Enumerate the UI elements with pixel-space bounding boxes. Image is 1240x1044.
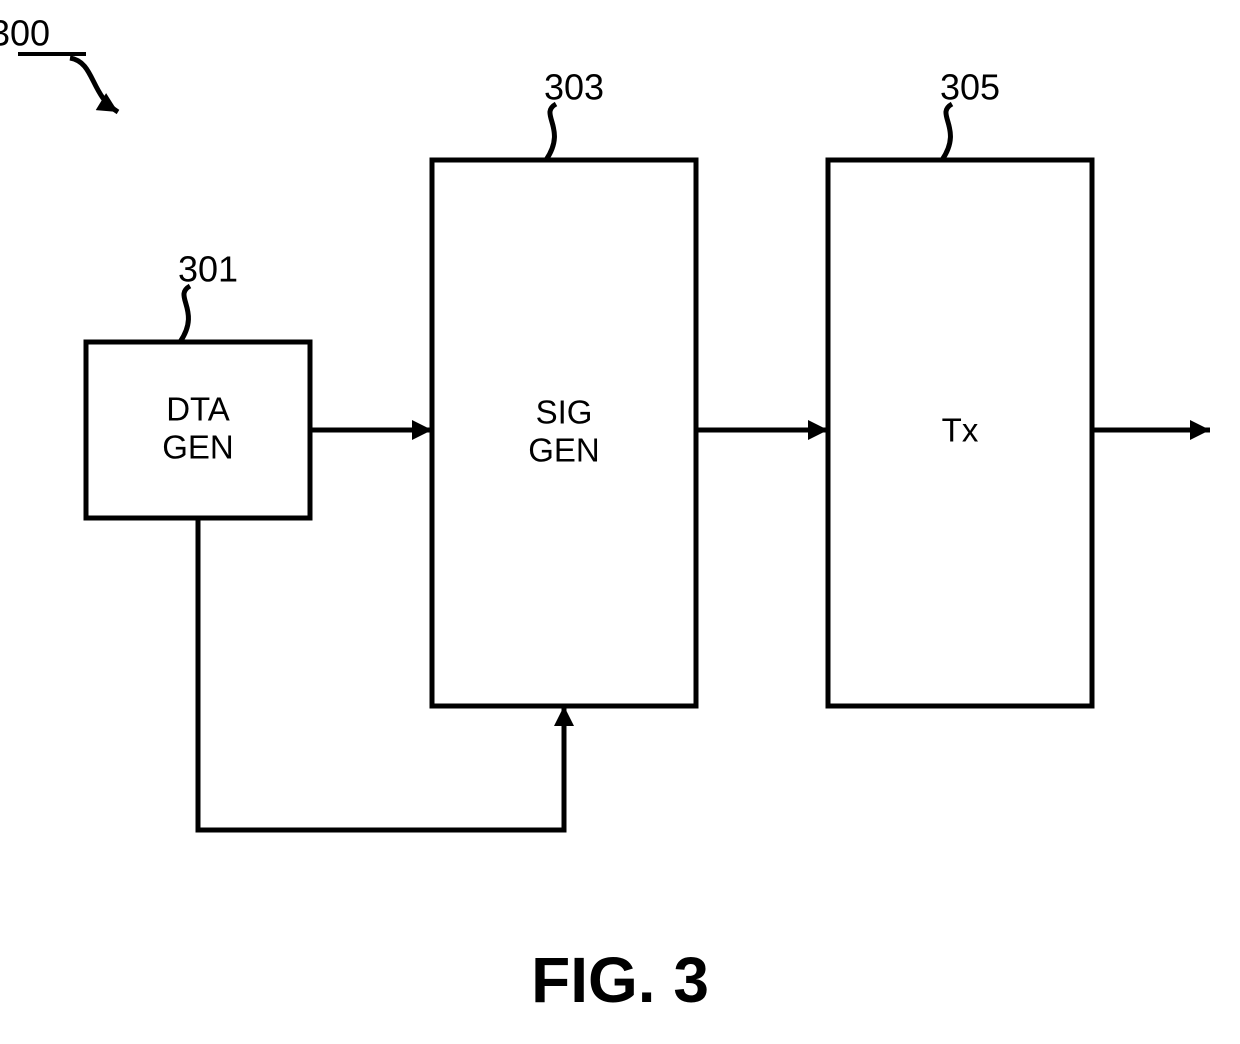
figure-caption: FIG. 3 <box>531 944 709 1016</box>
figure-ref-leader <box>70 58 118 112</box>
block-dta-label-1: DTA <box>166 391 230 428</box>
block-sig-label-1: SIG <box>536 394 593 431</box>
block-tx-label: Tx <box>942 412 979 449</box>
block-dta-gen: DTA GEN <box>86 342 310 518</box>
ref-303-leader <box>546 104 556 160</box>
ref-301-leader <box>180 286 190 342</box>
ref-301: 301 <box>178 249 238 290</box>
figure-ref-main: 300 <box>0 13 50 54</box>
block-tx: Tx <box>828 160 1092 706</box>
ref-303: 303 <box>544 67 604 108</box>
block-sig-gen: SIG GEN <box>432 160 696 706</box>
ref-305-leader <box>942 104 952 160</box>
block-sig-label-2: GEN <box>528 432 600 469</box>
ref-305: 305 <box>940 67 1000 108</box>
block-dta-label-2: GEN <box>162 429 234 466</box>
